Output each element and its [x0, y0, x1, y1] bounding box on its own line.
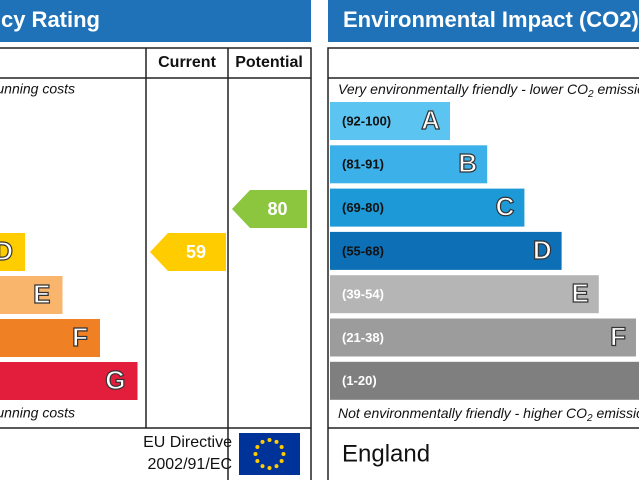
band-letter: B — [458, 148, 477, 178]
title: Energy Efficiency Rating — [0, 7, 100, 32]
frame — [0, 47, 639, 480]
band-range: (81-91) — [342, 157, 384, 172]
title-bar — [0, 0, 311, 42]
flag-star — [260, 464, 265, 469]
rating-value: 80 — [267, 199, 287, 219]
band-bar — [330, 231, 562, 270]
band-letter: F — [72, 322, 88, 352]
column-header: Current — [158, 54, 216, 71]
note: Not environmentally friendly - higher CO… — [338, 405, 639, 424]
region: England — [342, 440, 430, 467]
flag-star — [267, 466, 272, 470]
band-letter: A — [421, 105, 440, 135]
flag-star — [255, 459, 260, 463]
band-letter: D — [0, 236, 13, 266]
flag-star — [267, 438, 272, 442]
title: Environmental Impact (CO2) Rating — [343, 7, 639, 32]
flag-star — [279, 445, 284, 449]
band-bar — [330, 102, 450, 140]
band-bar — [330, 188, 525, 227]
band-range: (21-38) — [342, 330, 384, 345]
column-header: Potential — [235, 54, 303, 71]
band-bar — [0, 233, 25, 271]
band-bar — [0, 276, 63, 314]
rating-arrow — [150, 233, 226, 271]
band-letter: E — [571, 278, 588, 308]
band-letter: C — [496, 191, 515, 221]
band-letter: G — [105, 365, 125, 395]
band-letter: F — [610, 321, 626, 351]
band-letter: E — [33, 279, 50, 309]
flag-star — [253, 452, 258, 456]
band-bar — [0, 319, 100, 357]
rating-value: 59 — [186, 242, 206, 262]
band-bar — [330, 361, 639, 400]
band-bar — [330, 145, 488, 184]
note: Not energy efficient - higher running co… — [0, 405, 75, 421]
flag-star — [274, 464, 279, 469]
band-bar — [0, 362, 138, 400]
flag-star — [255, 445, 260, 449]
flag-star — [274, 439, 279, 444]
band-range: (1-20) — [342, 373, 377, 388]
band-bar — [330, 318, 636, 357]
title-bar — [328, 0, 639, 42]
band-range: (39-54) — [342, 287, 384, 302]
note: Very energy efficient - lower running co… — [0, 81, 75, 97]
band-range: (92-100) — [342, 113, 391, 128]
flag-star — [279, 459, 284, 463]
rating-arrow — [232, 190, 307, 228]
flag-star — [281, 452, 286, 456]
footer: 2002/91/EC — [147, 456, 232, 473]
flag-star — [260, 439, 265, 444]
band-bar — [330, 275, 599, 314]
note: Very environmentally friendly - lower CO… — [338, 81, 639, 100]
band-range: (55-68) — [342, 243, 384, 258]
band-letter: D — [533, 235, 552, 265]
footer: EU Directive — [143, 434, 232, 451]
band-range: (69-80) — [342, 200, 384, 215]
